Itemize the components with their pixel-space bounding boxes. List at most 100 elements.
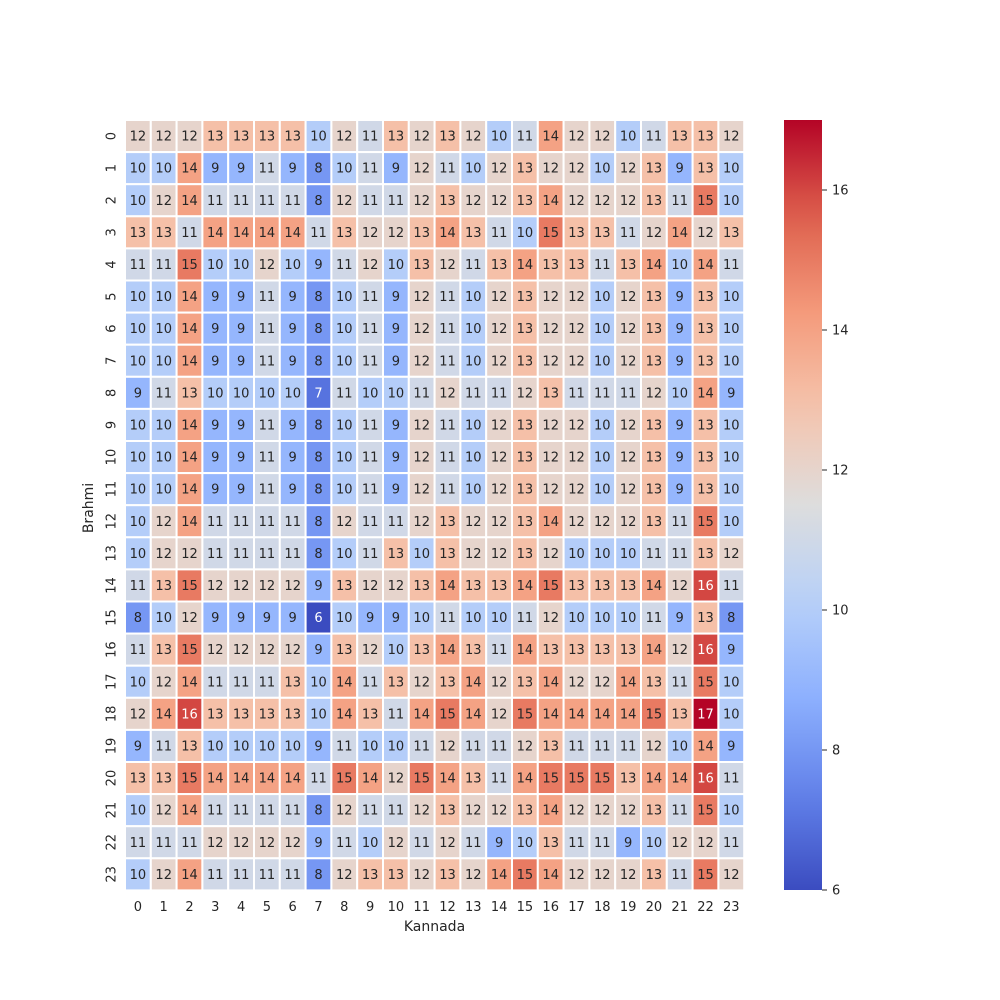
cell-value-label: 9 [727,643,735,658]
y-tick-label: 23 [105,866,120,883]
heatmap-cell [304,600,333,635]
cell-value-label: 13 [388,675,405,690]
cell-value-label: 11 [233,194,250,209]
cell-value-label: 11 [439,418,456,433]
y-tick-label: 3 [105,228,120,236]
cell-value-label: 12 [620,868,637,883]
x-tick-label: 5 [263,900,271,915]
cell-value-label: 14 [671,226,688,241]
x-tick-label: 9 [366,900,374,915]
cell-value-label: 14 [181,418,198,433]
cell-value-label: 8 [314,868,322,883]
cell-value-label: 10 [646,836,663,851]
cell-value-label: 12 [542,290,559,305]
cell-value-label: 12 [259,258,276,273]
cell-value-label: 12 [620,354,637,369]
y-axis-label: Brahmi [81,483,97,533]
cell-value-label: 12 [491,322,508,337]
cell-value-label: 8 [314,804,322,819]
colorbar-tick-label: 14 [832,324,849,339]
cell-value-label: 12 [542,451,559,466]
cell-value-label: 12 [723,547,740,562]
heatmap-cell [175,825,204,860]
y-tick-label: 21 [105,802,120,819]
cell-value-label: 12 [181,611,198,626]
cell-value-label: 17 [697,707,714,722]
cell-value-label: 12 [155,547,172,562]
cell-value-label: 13 [517,354,534,369]
y-tick-label: 20 [105,770,120,787]
cell-value-label: 10 [594,418,611,433]
cell-value-label: 12 [491,515,508,530]
heatmap-cell [382,761,410,796]
heatmap-cell [382,857,410,892]
cell-value-label: 13 [646,483,663,498]
cell-value-label: 15 [439,707,456,722]
cell-value-label: 13 [671,707,688,722]
heatmap-cell [149,247,178,282]
cell-value-label: 12 [491,162,508,177]
y-tick-label: 0 [105,132,120,140]
cell-value-label: 10 [155,322,172,337]
cell-value-label: 13 [259,707,276,722]
cell-value-label: 13 [697,354,714,369]
cell-value-label: 11 [181,226,198,241]
cell-value-label: 10 [723,515,740,530]
cell-value-label: 12 [568,162,585,177]
cell-value-label: 11 [284,547,301,562]
cell-value-label: 11 [388,707,405,722]
heatmap-cell [382,472,410,507]
cell-value-label: 13 [155,643,172,658]
cell-value-label: 9 [211,483,219,498]
cell-value-label: 13 [207,130,224,145]
cell-value-label: 10 [336,451,353,466]
cell-value-label: 11 [336,386,353,401]
cell-value-label: 9 [289,162,297,177]
heatmap-cell [175,504,204,539]
cell-value-label: 10 [259,386,276,401]
cell-value-label: 11 [155,386,172,401]
cell-value-label: 10 [594,322,611,337]
cell-value-label: 14 [646,258,663,273]
cell-value-label: 13 [517,483,534,498]
cell-value-label: 9 [392,322,400,337]
cell-value-label: 14 [284,772,301,787]
heatmap-cell [640,600,668,635]
cell-value-label: 9 [314,579,322,594]
cell-value-label: 13 [542,836,559,851]
cell-value-label: 11 [491,386,508,401]
cell-value-label: 9 [211,162,219,177]
cell-value-label: 12 [413,515,430,530]
cell-value-label: 14 [542,804,559,819]
x-tick-label: 15 [517,900,534,915]
cell-value-label: 12 [207,836,224,851]
cell-value-label: 10 [130,162,147,177]
cell-value-label: 10 [207,258,224,273]
heatmap-cell [717,440,746,475]
cell-value-label: 13 [362,707,379,722]
heatmap-cell [407,857,436,892]
cell-value-label: 12 [439,386,456,401]
x-tick-label: 7 [314,900,322,915]
cell-value-label: 11 [362,418,379,433]
cell-value-label: 13 [517,451,534,466]
cell-value-label: 13 [542,643,559,658]
cell-value-label: 11 [723,772,740,787]
cell-value-label: 13 [207,707,224,722]
cell-value-label: 8 [314,162,322,177]
cell-value-label: 9 [289,322,297,337]
cell-value-label: 11 [388,194,405,209]
heatmap-cell [717,119,746,154]
heatmap-cell [278,151,307,186]
y-tick-label: 2 [105,196,120,204]
cell-value-label: 12 [181,130,198,145]
cell-value-label: 14 [233,226,250,241]
heatmap-cell [588,825,617,860]
heatmap-cell [124,664,152,699]
heatmap-cell [588,247,617,282]
heatmap-cell [588,407,617,442]
cell-value-label: 9 [727,386,735,401]
cell-value-label: 12 [620,451,637,466]
cell-value-label: 12 [594,515,611,530]
cell-value-label: 11 [439,290,456,305]
